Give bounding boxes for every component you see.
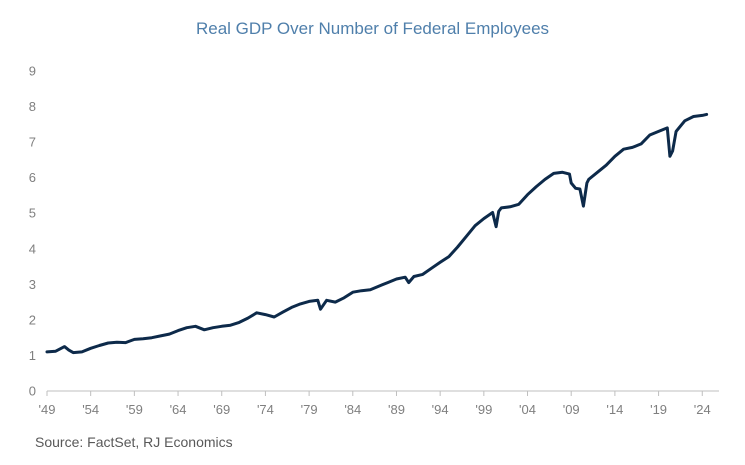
x-tick-label: '99	[475, 402, 492, 417]
y-tick-label: 5	[29, 206, 36, 221]
x-tick-label: '19	[650, 402, 667, 417]
y-tick-label: 9	[29, 64, 36, 79]
x-tick-label: '14	[606, 402, 623, 417]
x-tick-label: '69	[213, 402, 230, 417]
source-note: Source: FactSet, RJ Economics	[35, 434, 233, 450]
y-tick-label: 8	[29, 99, 36, 114]
y-tick-label: 3	[29, 277, 36, 292]
x-tick-label: '79	[301, 402, 318, 417]
y-tick-label: 1	[29, 348, 36, 363]
y-tick-label: 0	[29, 384, 36, 399]
y-axis-ticks: 0 1 2 3 4 5 6 7 8 9	[29, 64, 36, 399]
x-tick-label: '89	[388, 402, 405, 417]
x-tick-label: '59	[126, 402, 143, 417]
chart-title: Real GDP Over Number of Federal Employee…	[195, 19, 550, 38]
x-tick-label: '04	[519, 402, 536, 417]
x-tick-label: '49	[39, 402, 56, 417]
y-tick-label: 4	[29, 241, 36, 256]
x-axis-ticks: '49 '54 '59 '64 '69 '74 '79 '84 '89 '94 '99 '04 '09 '…	[39, 391, 711, 417]
x-tick-label: '24	[694, 402, 711, 417]
x-tick-label: '64	[170, 402, 187, 417]
y-tick-label: 2	[29, 312, 36, 327]
y-tick-label: 6	[29, 170, 36, 185]
y-tick-label: 7	[29, 135, 36, 150]
x-tick-label: '94	[432, 402, 449, 417]
series-line	[45, 112, 709, 355]
x-tick-label: '09	[563, 402, 580, 417]
x-tick-label: '54	[82, 402, 99, 417]
x-tick-label: '84	[344, 402, 361, 417]
x-tick-label: '74	[257, 402, 274, 417]
